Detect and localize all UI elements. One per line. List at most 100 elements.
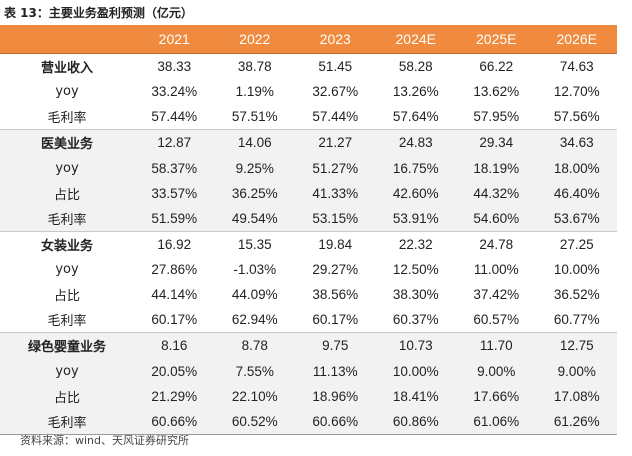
value-cell: 44.09% (231, 287, 278, 303)
value-cell: 13.26% (392, 84, 439, 100)
metric-row: yoy 33.24% 1.19% 32.67% 13.26% 13.62% 12.70% (0, 79, 617, 104)
value-cell: 61.06% (473, 413, 520, 429)
value-cell: 12.50% (392, 262, 439, 278)
value-cell: 27.25 (559, 236, 594, 252)
table-header: 2021 2022 2023 2024E 2025E 2026E (0, 25, 617, 54)
metric-row: 毛利率 51.59% 49.54% 53.15% 53.91% 54.60% 53.67% (0, 206, 617, 232)
value-cell: 10.73 (398, 338, 433, 354)
metric-label: 占比 (53, 187, 80, 203)
metric-label: 毛利率 (47, 212, 87, 228)
value-cell: 7.55% (235, 363, 274, 379)
value-cell: 10.00% (392, 363, 439, 379)
segment-row: 女装业务 16.92 15.35 19.84 22.32 24.78 27.25 (0, 231, 617, 257)
metric-label: yoy (55, 84, 79, 100)
metric-row: 占比 44.14% 44.09% 38.56% 38.30% 37.42% 36.52% (0, 282, 617, 307)
value-cell: 51.45 (318, 59, 353, 75)
metric-row: yoy 20.05% 7.55% 11.13% 10.00% 9.00% 9.00% (0, 359, 617, 384)
metric-row: 毛利率 57.44% 57.51% 57.44% 57.64% 57.95% 57.56% (0, 104, 617, 130)
value-cell: 57.64% (392, 109, 439, 125)
value-cell: 14.06 (237, 135, 272, 151)
value-cell: 38.30% (392, 287, 439, 303)
value-cell: 57.51% (231, 109, 278, 125)
value-cell: 51.59% (151, 210, 198, 226)
value-cell: 57.56% (553, 109, 600, 125)
value-cell: 18.19% (473, 160, 520, 176)
value-cell: 60.37% (392, 312, 439, 328)
value-cell: 1.19% (235, 84, 274, 100)
value-cell: 11.13% (312, 363, 358, 379)
value-cell: 38.78 (237, 59, 272, 75)
value-cell: 53.91% (392, 210, 439, 226)
value-cell: 53.15% (312, 210, 359, 226)
value-cell: 74.63 (559, 59, 594, 75)
value-cell: 44.32% (473, 185, 520, 201)
metric-label: 毛利率 (47, 111, 87, 127)
metric-label: yoy (55, 363, 79, 379)
value-cell: 32.67% (312, 84, 359, 100)
value-cell: 41.33% (312, 185, 359, 201)
value-cell: 15.35 (237, 236, 272, 252)
value-cell: 24.78 (479, 236, 514, 252)
segment-label: 女装业务 (40, 238, 93, 254)
value-cell: 8.16 (161, 338, 188, 354)
metric-label: 占比 (53, 390, 80, 406)
value-cell: 44.14% (151, 287, 198, 303)
header-label-cell (0, 25, 134, 54)
value-cell: 12.87 (157, 135, 192, 151)
metric-label: 占比 (53, 289, 80, 305)
value-cell: 58.37% (151, 160, 198, 176)
value-cell: 60.66% (151, 413, 198, 429)
value-cell: 61.26% (553, 413, 600, 429)
value-cell: 62.94% (231, 312, 278, 328)
value-cell: 36.52% (553, 287, 600, 303)
value-cell: 33.57% (151, 185, 198, 201)
value-cell: 12.75 (559, 338, 594, 354)
value-cell: 46.40% (553, 185, 600, 201)
value-cell: 60.86% (392, 413, 439, 429)
value-cell: 19.84 (318, 236, 353, 252)
metric-row: yoy 27.86% -1.03% 29.27% 12.50% 11.00% 10.00% (0, 257, 617, 282)
value-cell: 57.95% (473, 109, 520, 125)
metric-row: 毛利率 60.17% 62.94% 60.17% 60.37% 60.57% 60.77% (0, 307, 617, 333)
value-cell: 33.24% (151, 84, 198, 100)
value-cell: 11.00% (473, 262, 519, 278)
metric-label: 毛利率 (47, 415, 87, 431)
value-cell: 18.00% (553, 160, 600, 176)
value-cell: 29.27% (312, 262, 359, 278)
header-year-2021: 2021 (134, 25, 215, 54)
segment-row: 营业收入 38.33 38.78 51.45 58.28 66.22 74.63 (0, 54, 617, 80)
header-year-2025e: 2025E (456, 25, 537, 54)
value-cell: 60.17% (151, 312, 198, 328)
value-cell: 54.60% (473, 210, 520, 226)
segment-group: 女装业务 16.92 15.35 19.84 22.32 24.78 27.25 yoy 27.… (0, 231, 617, 333)
value-cell: 51.27% (312, 160, 359, 176)
value-cell: 60.57% (473, 312, 520, 328)
value-cell: 12.70% (553, 84, 600, 100)
value-cell: 11.70 (479, 338, 513, 354)
metric-row: 占比 33.57% 36.25% 41.33% 42.60% 44.32% 46.40% (0, 181, 617, 206)
value-cell: 27.86% (151, 262, 198, 278)
value-cell: 57.44% (312, 109, 359, 125)
value-cell: 18.96% (312, 388, 359, 404)
value-cell: 34.63 (559, 135, 594, 151)
value-cell: 60.17% (312, 312, 359, 328)
segment-group: 营业收入 38.33 38.78 51.45 58.28 66.22 74.63 yoy 33.… (0, 53, 617, 130)
value-cell: 49.54% (231, 210, 278, 226)
value-cell: 10.00% (553, 262, 600, 278)
value-cell: 18.41% (392, 388, 439, 404)
value-cell: 20.05% (151, 363, 198, 379)
header-year-2022: 2022 (214, 25, 295, 54)
value-cell: 38.56% (312, 287, 359, 303)
value-cell: 60.66% (312, 413, 359, 429)
segment-row: 医美业务 12.87 14.06 21.27 24.83 29.34 34.63 (0, 130, 617, 156)
value-cell: 37.42% (473, 287, 520, 303)
value-cell: 66.22 (479, 59, 514, 75)
segment-row: 绿色婴童业务 8.16 8.78 9.75 10.73 11.70 12.75 (0, 333, 617, 359)
forecast-table: 2021 2022 2023 2024E 2025E 2026E 营业收入 38.… (0, 25, 617, 435)
value-cell: 29.34 (479, 135, 514, 151)
value-cell: 9.00% (557, 363, 596, 379)
value-cell: 42.60% (392, 185, 439, 201)
value-cell: 53.67% (553, 210, 600, 226)
metric-label: 毛利率 (47, 314, 87, 330)
segment-group: 绿色婴童业务 8.16 8.78 9.75 10.73 11.70 12.75 yoy 20.0… (0, 332, 617, 435)
